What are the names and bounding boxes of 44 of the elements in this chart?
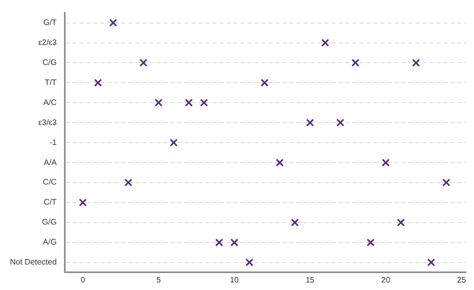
y-tick-label: A/A [44, 158, 58, 167]
point [109, 18, 118, 27]
y-tick-label: Not Detected [10, 258, 57, 267]
point [139, 58, 148, 67]
point [170, 138, 178, 147]
point [276, 158, 284, 167]
point [230, 238, 238, 246]
point [366, 238, 375, 246]
point [290, 218, 299, 226]
point [184, 98, 193, 107]
y-tick-label: ε2/ε3 [38, 38, 58, 47]
y-tick-label: G/G [42, 218, 57, 227]
point [306, 118, 314, 127]
point [215, 238, 224, 246]
y-tick-label: C/C [42, 178, 57, 187]
point [321, 38, 330, 47]
y-tick-label: ε3/ε3 [38, 118, 58, 127]
point [124, 178, 132, 187]
y-tick-label: T/T [44, 78, 57, 87]
point [396, 218, 405, 226]
point [78, 198, 87, 206]
point [94, 78, 102, 87]
point [351, 58, 360, 67]
y-tick-label: A/G [42, 238, 57, 247]
x-tick-label: 5 [156, 275, 162, 284]
x-tick-label: 0 [80, 275, 86, 284]
x-tick-label: 20 [381, 275, 391, 284]
point [412, 58, 420, 67]
y-tick-label: C/T [44, 198, 57, 207]
point [200, 98, 208, 107]
point [442, 178, 450, 187]
x-tick-label: 10 [230, 275, 240, 284]
y-tick-label: A/C [43, 98, 57, 107]
y-tick-label: -1 [50, 138, 58, 147]
point [260, 78, 269, 87]
point [427, 258, 436, 266]
y-tick-label: G/T [43, 18, 57, 27]
point [154, 98, 163, 107]
point [382, 158, 390, 167]
point [245, 258, 254, 266]
y-tick-label: C/G [42, 58, 57, 67]
x-tick-label: 25 [457, 275, 466, 284]
point [336, 118, 344, 127]
x-tick-label: 15 [306, 275, 316, 284]
